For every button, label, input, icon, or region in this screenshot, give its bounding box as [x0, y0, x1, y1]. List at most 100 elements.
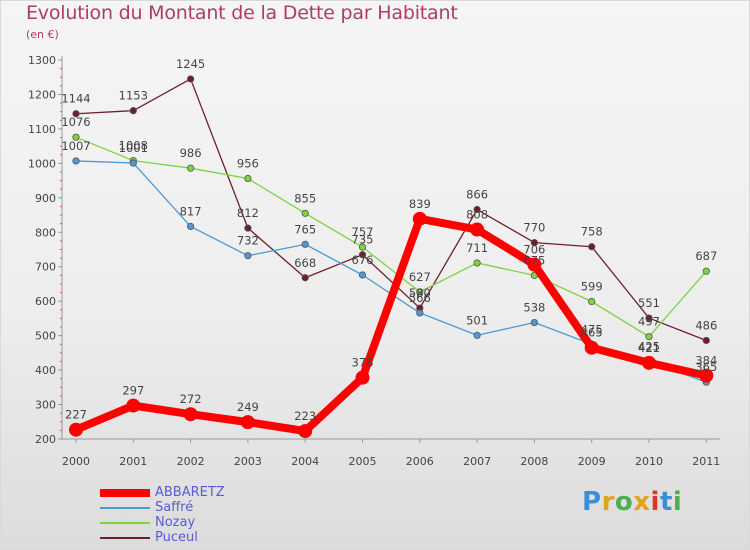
y-tick-label: 700 [35, 261, 56, 274]
data-point [530, 318, 539, 327]
x-tick-label: 2007 [463, 455, 491, 468]
data-label: 501 [466, 313, 488, 327]
brand-letter: r [601, 487, 615, 517]
x-tick-label: 2002 [177, 455, 205, 468]
data-point [126, 398, 141, 413]
legend-item: ABBARETZ [100, 485, 320, 500]
data-point [473, 259, 481, 267]
data-point [187, 164, 195, 172]
data-point [416, 288, 424, 296]
data-point [240, 415, 255, 430]
data-label: 425 [638, 339, 660, 353]
data-label: 676 [352, 253, 374, 267]
data-label: 956 [237, 157, 259, 171]
x-tick-label: 2001 [119, 455, 147, 468]
data-label: 808 [466, 208, 488, 222]
data-label: 599 [581, 280, 603, 294]
data-label: 711 [466, 241, 488, 255]
legend-swatch [100, 507, 150, 509]
x-tick-label: 2010 [635, 455, 663, 468]
x-tick-label: 2004 [291, 455, 319, 468]
data-label: 668 [294, 256, 316, 270]
data-point [72, 157, 80, 165]
legend-label: Puceul [155, 530, 198, 545]
data-point [301, 240, 309, 248]
brand-logo: Proxiti [582, 487, 682, 517]
x-tick-label: 2011 [692, 455, 720, 468]
legend-item: Puceul [100, 530, 320, 545]
data-label: 812 [237, 206, 259, 220]
data-point [244, 174, 252, 183]
data-label: 817 [180, 204, 202, 218]
data-label: 223 [294, 409, 316, 423]
data-point [645, 333, 653, 341]
data-label: 475 [581, 322, 603, 336]
brand-letter: i [672, 487, 683, 517]
data-label: 675 [523, 253, 545, 267]
data-point [588, 297, 596, 306]
data-point [244, 252, 252, 260]
y-tick-label: 1300 [28, 54, 56, 67]
data-point [645, 314, 653, 322]
data-label: 378 [352, 356, 374, 370]
legend-swatch [100, 537, 150, 539]
data-label: 732 [237, 234, 259, 248]
y-tick-label: 200 [35, 433, 56, 446]
data-point [187, 222, 195, 231]
data-point [129, 159, 137, 167]
brand-letter: t [659, 487, 673, 517]
data-label: 986 [180, 146, 202, 160]
legend: ABBARETZ Saffré Nozay Puceul [100, 485, 320, 545]
brand-letter: P [582, 487, 602, 517]
data-label: 757 [352, 225, 374, 239]
legend-item: Nozay [100, 515, 320, 530]
data-point [699, 368, 714, 383]
data-point [702, 336, 710, 345]
data-label: 1007 [61, 139, 90, 153]
y-tick-label: 1000 [28, 157, 56, 170]
data-point [244, 224, 252, 232]
y-tick-label: 300 [35, 399, 56, 412]
data-label: 758 [581, 225, 603, 239]
data-point [473, 205, 481, 214]
data-label: 735 [352, 233, 374, 247]
data-point [358, 243, 367, 251]
data-point [470, 222, 485, 237]
data-label: 765 [294, 222, 316, 236]
data-point [129, 107, 137, 115]
data-label: 249 [237, 400, 259, 414]
data-label: 1153 [119, 89, 148, 103]
data-point [416, 309, 424, 317]
data-label: 580 [409, 286, 431, 300]
data-point [72, 133, 80, 141]
legend-label: Saffré [155, 500, 194, 515]
data-label: 421 [638, 341, 660, 355]
y-tick-label: 1100 [28, 123, 56, 136]
series-line-puceul [75, 78, 707, 342]
data-label: 272 [180, 392, 202, 406]
data-label: 497 [638, 315, 660, 329]
data-label: 855 [294, 191, 316, 205]
data-label: 1001 [119, 141, 148, 155]
data-point [473, 331, 481, 339]
x-tick-label: 2006 [406, 455, 434, 468]
series-line-abbaretz [72, 214, 711, 436]
data-point [69, 422, 83, 437]
y-tick-label: 1200 [28, 88, 56, 101]
data-label: 770 [523, 221, 545, 235]
x-tick-label: 2003 [234, 455, 262, 468]
data-label: 538 [523, 301, 545, 315]
brand-letter: i [650, 487, 660, 517]
data-label: 227 [65, 408, 87, 422]
legend-label: ABBARETZ [155, 485, 225, 500]
data-point [358, 251, 367, 259]
legend-swatch [100, 489, 150, 497]
data-point [584, 340, 599, 355]
data-point [642, 355, 656, 370]
data-label: 1245 [176, 57, 205, 71]
series-line-nozay [75, 136, 707, 338]
data-point [412, 211, 427, 226]
data-point [187, 75, 195, 83]
y-tick-label: 600 [35, 295, 56, 308]
